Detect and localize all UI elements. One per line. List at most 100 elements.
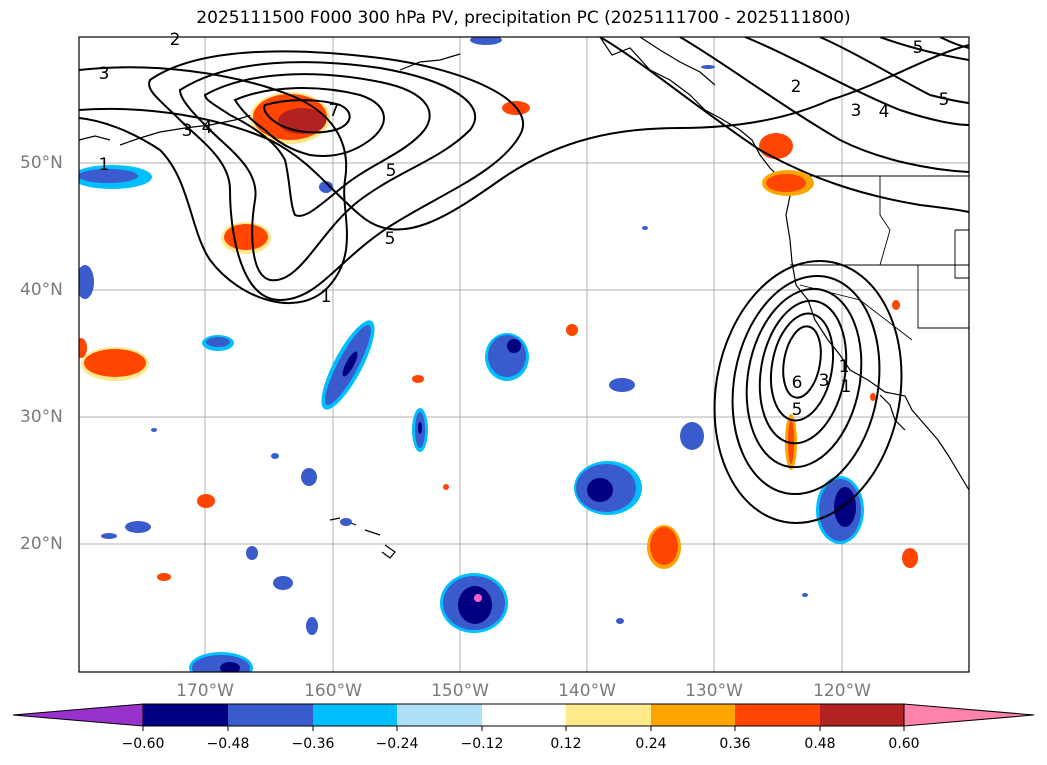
- contour-label: 1: [99, 155, 110, 175]
- colorbar-segment: [482, 704, 566, 726]
- precip-positive-blob: [412, 375, 424, 383]
- contour-label: 5: [792, 400, 803, 420]
- contour-label: 1: [839, 357, 850, 377]
- colorbar-tick-label: 0.24: [635, 736, 667, 752]
- precip-negative-blob: [301, 468, 317, 486]
- colorbar-segment: [820, 704, 904, 726]
- map-plot-area: [79, 37, 969, 672]
- precip-shading: [79, 37, 918, 672]
- colorbar-extend-high: [903, 703, 1035, 727]
- precip-negative-blob: [680, 422, 704, 450]
- precip-positive-blob: [892, 300, 900, 310]
- colorbar-tick-label: −0.12: [460, 736, 504, 752]
- precip-positive-blob: [443, 484, 449, 490]
- colorbar-segment: [228, 704, 313, 726]
- gridlines: [79, 37, 969, 672]
- colorbar-tick-label: 0.60: [888, 736, 920, 752]
- precip-negative-blob: [802, 593, 808, 597]
- precip-positive-blob: [79, 338, 87, 358]
- colorbar: [12, 703, 1035, 731]
- colorbar-tick-label: 0.36: [719, 736, 751, 752]
- pv-contours: [79, 37, 969, 524]
- colorbar-segment: [735, 704, 820, 726]
- contour-label: 3: [182, 121, 193, 141]
- colorbar-tick-label: −0.24: [375, 736, 419, 752]
- precip-negative-blob: [125, 521, 151, 533]
- precip-negative-blob: [470, 37, 502, 45]
- precip-negative-blob: [321, 320, 375, 410]
- contour-label: 1: [841, 377, 852, 397]
- precip-negative-blob: [101, 533, 117, 539]
- precip-negative-blob: [340, 518, 352, 526]
- colorbar-tick-label: −0.36: [291, 736, 335, 752]
- precip-positive-blob: [81, 347, 149, 381]
- precip-negative-blob: [189, 652, 253, 672]
- colorbar-segment: [313, 704, 397, 726]
- colorbar-tick-label: −0.48: [206, 736, 250, 752]
- precip-negative-blob: [319, 181, 333, 193]
- colorbar-segment: [143, 704, 228, 726]
- precip-positive-pnw: [759, 133, 814, 196]
- colorbar-tick-label: 0.12: [550, 736, 582, 752]
- contour-label: 3: [99, 64, 110, 84]
- political-borders: [782, 175, 969, 341]
- precip-negative-blob: [271, 453, 279, 459]
- precip-positive-blob: [647, 525, 681, 569]
- lat-label: 50°N: [20, 153, 63, 173]
- map-frame: [78, 36, 970, 673]
- precip-negative-blob: [79, 165, 152, 189]
- lat-label: 20°N: [20, 534, 63, 554]
- precip-negative-blob: [440, 573, 508, 633]
- precip-positive-blob: [566, 324, 578, 336]
- lon-label: 150°W: [431, 681, 489, 701]
- precip-positive-blob: [157, 573, 171, 581]
- precip-positive-blob: [221, 222, 271, 254]
- contour-label: 4: [202, 118, 213, 138]
- precip-negative-blob: [412, 408, 428, 452]
- contour-label: 5: [913, 38, 924, 58]
- contour-label: 1: [321, 287, 332, 307]
- contour-label: 2: [791, 77, 802, 97]
- precip-negative-blob: [79, 265, 94, 299]
- precip-negative-blob: [642, 226, 648, 230]
- contour-label: 7: [329, 101, 340, 121]
- contour-label: 5: [386, 161, 397, 181]
- map-title: 2025111500 F000 300 hPa PV, precipitatio…: [196, 8, 851, 28]
- contour-label: 3: [851, 101, 862, 121]
- precip-negative-blob: [273, 576, 293, 590]
- precip-negative-blob: [151, 428, 157, 432]
- contour-label: 5: [939, 90, 950, 110]
- colorbar-segment: [566, 704, 651, 726]
- precip-negative-blob: [574, 461, 642, 515]
- contour-label: 3: [819, 371, 830, 391]
- lon-label: 160°W: [304, 681, 362, 701]
- precip-negative-blob: [701, 65, 715, 69]
- contour-label: 5: [385, 229, 396, 249]
- lat-label: 40°N: [20, 280, 63, 300]
- contour-labels: 2 3 3 4 1 5 7 5 1 2 3 4 5 5 6 5 1 3 1: [99, 30, 950, 420]
- colorbar-segment: [397, 704, 482, 726]
- colorbar-extend-low: [12, 703, 144, 727]
- lon-label: 140°W: [558, 681, 616, 701]
- lat-label: 30°N: [20, 407, 63, 427]
- lon-label: 120°W: [813, 681, 871, 701]
- precip-positive-blob: [902, 548, 918, 568]
- precip-negative-blob: [306, 617, 318, 635]
- coastlines: [79, 37, 969, 559]
- precip-negative-blob: [246, 546, 258, 560]
- colorbar-tick-label: −0.60: [121, 736, 165, 752]
- contour-label: 6: [792, 373, 803, 393]
- contour-label: 2: [170, 30, 181, 50]
- precip-positive-blob: [197, 494, 215, 508]
- precip-negative-blob: [609, 378, 635, 392]
- colorbar-tick-label: 0.48: [804, 736, 836, 752]
- lon-label: 170°W: [176, 681, 234, 701]
- lon-label: 130°W: [685, 681, 743, 701]
- precip-negative-blob: [616, 618, 624, 624]
- precip-negative-blob: [485, 333, 529, 381]
- precip-negative-blob: [202, 335, 234, 351]
- precip-negative-blob: [816, 476, 864, 544]
- precip-positive-blob: [870, 393, 876, 401]
- contour-label: 4: [879, 102, 890, 122]
